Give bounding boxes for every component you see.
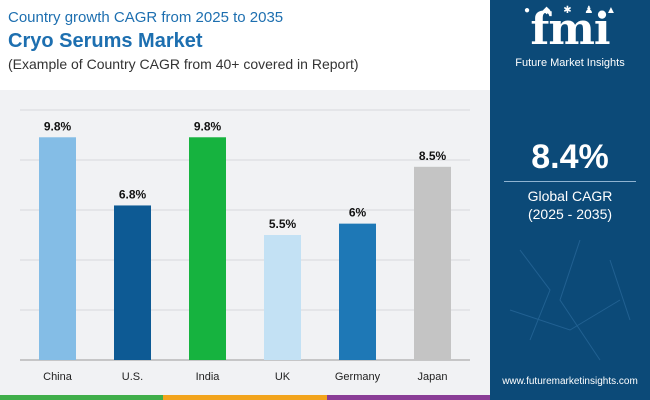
- x-tick-label: Germany: [335, 371, 381, 383]
- data-label: 6.8%: [119, 187, 147, 201]
- data-label: 6%: [349, 206, 367, 220]
- bar-japan: [414, 166, 451, 360]
- bottom-bar-orange: [163, 395, 327, 400]
- bar-chart: 9.8% China 6.8% U.S. 9.8% India 5.5% UK 6% German…: [20, 109, 470, 383]
- logo-icons: ● ◆ ✱ ♟ ▲: [524, 5, 616, 16]
- bar-uk: [264, 235, 301, 360]
- logo-text: Future Market Insights: [515, 57, 625, 69]
- person-icon: ♟: [584, 5, 594, 16]
- x-tick-label: Japan: [418, 371, 448, 383]
- website-link[interactable]: www.futuremarketinsights.com: [502, 376, 638, 387]
- global-cagr-value: 8.4%: [531, 138, 609, 176]
- sidebar-panel: ● ◆ ✱ ♟ ▲ fmi Future Market Insights 8.4…: [490, 0, 650, 400]
- chart-area: 9.8% China 6.8% U.S. 9.8% India 5.5% UK 6% German…: [0, 90, 490, 395]
- x-tick-label: India: [196, 371, 221, 383]
- chart-header: Country growth CAGR from 2025 to 2035 Cr…: [0, 0, 490, 90]
- decorative-lines: [509, 239, 631, 361]
- bar-germany: [339, 223, 376, 360]
- fmi-logo: fmi: [530, 4, 610, 55]
- globe-icon: ●: [524, 5, 531, 16]
- data-label: 9.8%: [194, 119, 222, 133]
- data-label: 5.5%: [269, 217, 297, 231]
- bottom-bar-purple: [326, 395, 490, 400]
- global-cagr-label: Global CAGR: [527, 188, 613, 204]
- bottom-bar-green: [0, 395, 164, 400]
- x-tick-label: China: [43, 371, 73, 383]
- data-label: 9.8%: [44, 119, 72, 133]
- chart-kicker: Country growth CAGR from 2025 to 2035: [8, 9, 284, 26]
- bar-us: [114, 205, 151, 360]
- bar-china: [39, 137, 76, 360]
- global-cagr-range: (2025 - 2035): [527, 206, 613, 222]
- leaf-icon: ◆: [542, 5, 551, 16]
- gear-icon: ✱: [563, 5, 572, 16]
- x-tick-label: U.S.: [122, 371, 143, 383]
- bar-india: [189, 137, 226, 360]
- chart-subtitle: (Example of Country CAGR from 40+ covere…: [8, 56, 359, 72]
- data-label: 8.5%: [419, 149, 447, 163]
- metric-divider: [504, 181, 636, 182]
- chart-title: Cryo Serums Market: [8, 30, 203, 52]
- bottom-color-bar: [0, 395, 490, 400]
- x-tick-label: UK: [275, 371, 291, 383]
- flask-icon: ▲: [606, 5, 616, 16]
